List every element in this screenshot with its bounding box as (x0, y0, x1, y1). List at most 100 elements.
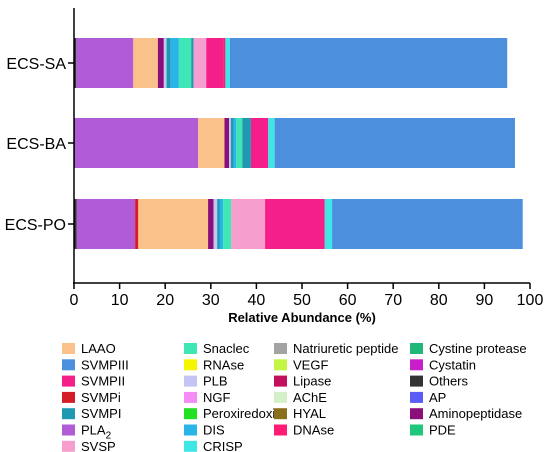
x-tick-label: 50 (293, 292, 311, 309)
legend-label-text: DIS (203, 423, 225, 438)
legend-label-text: SVMPI (81, 406, 121, 421)
bar-segment-ecs-ba-14 (274, 118, 515, 168)
legend-label-text: HYAL (293, 406, 326, 421)
legend-label: CRISP (203, 439, 243, 452)
legend-swatch (184, 359, 197, 371)
legend-label: SVSP (81, 439, 116, 452)
bar-segment-ecs-ba-5 (229, 118, 231, 168)
legend-label: NGF (203, 390, 231, 405)
legend-label: AP (429, 390, 446, 405)
x-tick-label: 40 (248, 292, 266, 309)
bar-segment-ecs-po-1 (76, 199, 136, 249)
legend-label-text: VEGF (293, 357, 328, 372)
legend-label-text: Others (429, 374, 469, 389)
bar-segment-ecs-po-14 (332, 199, 523, 249)
axes-layer: 0 10 20 30 40 50 60 70 80 90 100 (68, 8, 543, 309)
bar-segment-ecs-sa-0 (74, 38, 77, 88)
legend-label-text: Cystatin (429, 357, 476, 372)
bar-segment-ecs-po-5 (213, 199, 218, 249)
legend-label: PLA2 (81, 423, 112, 442)
legend-label: PLB (203, 374, 228, 389)
legend-label-text: LAAO (81, 341, 116, 356)
bar-segment-ecs-ba-7 (233, 118, 237, 168)
bar-segment-ecs-ba-11 (250, 118, 269, 168)
bar-segment-ecs-ba-4 (224, 118, 230, 168)
legend-swatch (410, 359, 423, 371)
bar-segment-ecs-po-4 (208, 199, 214, 249)
x-tick-label: 70 (384, 292, 402, 309)
legend-swatch (62, 440, 75, 452)
bar-segment-ecs-ba-1 (74, 118, 199, 168)
bar-segment-ecs-ba-13 (268, 118, 275, 168)
bar-segment-ecs-sa-13 (225, 38, 230, 88)
bar-segment-ecs-ba-6 (230, 118, 234, 168)
legend-label: SVMPi (81, 390, 121, 405)
legend-label: Peroxiredoxin (203, 406, 283, 421)
bars-layer (74, 38, 523, 249)
x-tick-label: 10 (111, 292, 129, 309)
legend-label: SVMPIII (81, 357, 129, 372)
legend-swatch (274, 343, 287, 354)
legend-swatch (410, 343, 423, 354)
bar-segment-ecs-po-2 (135, 199, 139, 249)
legend-swatch (184, 440, 197, 452)
bar-segment-ecs-sa-10 (193, 38, 207, 88)
bar-segment-ecs-po-3 (138, 199, 209, 249)
legend-label-text: PLB (203, 374, 228, 389)
legend-swatch (274, 408, 287, 420)
category-label: ECS-BA (6, 136, 66, 153)
legend-swatch (274, 359, 287, 371)
bar-segment-ecs-sa-14 (229, 38, 508, 88)
legend-swatch (184, 343, 197, 354)
legend-swatch (62, 408, 75, 420)
legend-swatch (410, 408, 423, 420)
legend-label-text: SVSP (81, 439, 116, 452)
x-axis-label: Relative Abundance (%) (228, 310, 376, 325)
legend-swatch (410, 375, 423, 387)
legend-label: DNAse (293, 423, 334, 438)
legend-label-text: Peroxiredoxin (203, 406, 283, 421)
x-tick-label: 90 (476, 292, 494, 309)
x-tick-label: 30 (202, 292, 220, 309)
legend-label: SVMPI (81, 406, 121, 421)
bar-segment-ecs-sa-3 (133, 38, 158, 88)
legend-label-text: AChE (293, 390, 327, 405)
bar-segment-ecs-po-7 (219, 199, 224, 249)
bar-segment-ecs-sa-9 (191, 38, 194, 88)
legend-label: HYAL (293, 406, 326, 421)
legend-label-text: PLA (81, 423, 106, 438)
legend-label-text: SVMPi (81, 390, 121, 405)
legend-swatch (274, 375, 287, 387)
bar-segment-ecs-sa-4 (157, 38, 164, 88)
legend-label: Natriuretic peptide (293, 341, 399, 356)
legend-swatch (410, 391, 423, 403)
legend-swatch (274, 424, 287, 436)
x-tick-label: 20 (156, 292, 174, 309)
legend-label: LAAO (81, 341, 116, 356)
legend-swatch (184, 408, 197, 420)
bar-segment-ecs-sa-8 (178, 38, 192, 88)
legend-label: RNAse (203, 357, 244, 372)
legend-label-text: Aminopeptidase (429, 406, 522, 421)
x-tick-label: 80 (430, 292, 448, 309)
legend-label: AChE (293, 390, 327, 405)
bar-segment-ecs-ba-8 (236, 118, 243, 168)
legend-swatch (62, 359, 75, 371)
legend-label-subscript: 2 (106, 431, 112, 442)
bar-segment-ecs-sa-12 (223, 38, 226, 88)
legend-label: Others (429, 374, 469, 389)
bar-segment-ecs-po-11 (265, 199, 325, 249)
legend-label-text: PDE (429, 423, 456, 438)
legend-label-text: Lipase (293, 374, 331, 389)
legend-label-text: NGF (203, 390, 231, 405)
legend-label: Cystine protease (429, 341, 527, 356)
bar-segment-ecs-po-10 (231, 199, 266, 249)
bar-segment-ecs-po-8 (223, 199, 232, 249)
legend-label: PDE (429, 423, 456, 438)
legend-swatch (184, 424, 197, 436)
legend-label-text: CRISP (203, 439, 243, 452)
legend-label-text: Snaclec (203, 341, 250, 356)
legend-label-text: SVMPIII (81, 357, 129, 372)
legend-label: VEGF (293, 357, 328, 372)
